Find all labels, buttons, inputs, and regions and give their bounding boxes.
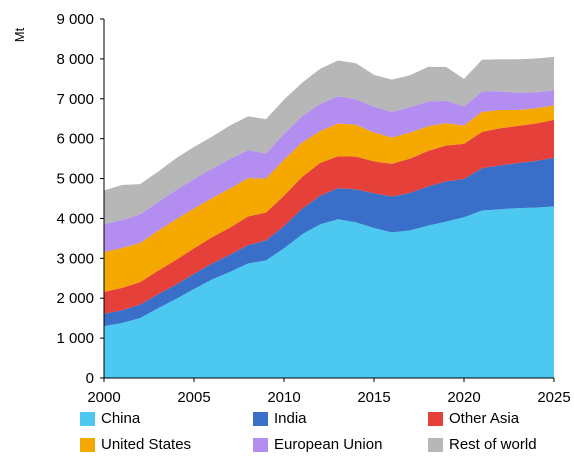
legend-item-european-union: European Union bbox=[253, 436, 382, 453]
legend-item-rest-of-world: Rest of world bbox=[428, 436, 537, 453]
legend-swatch bbox=[428, 437, 443, 452]
tick-labels: 0 1 000 2 000 3 000 4 000 5 000 6 000 7 000 8 00… bbox=[56, 11, 570, 406]
area-china bbox=[104, 206, 554, 378]
y-tick-label: 7 000 bbox=[56, 91, 94, 108]
area-other-asia bbox=[104, 119, 554, 314]
legend-item-united-states: United States bbox=[80, 436, 191, 453]
legend-item-other-asia: Other Asia bbox=[428, 410, 519, 427]
legend-swatch bbox=[253, 411, 268, 426]
legend-swatch bbox=[80, 411, 95, 426]
y-tick-label: 8 000 bbox=[56, 51, 94, 68]
x-tick-label: 2005 bbox=[177, 389, 210, 406]
x-tick-label: 2015 bbox=[357, 389, 390, 406]
y-tick-label: 6 000 bbox=[56, 131, 94, 148]
area-united-states bbox=[104, 105, 554, 292]
legend-swatch bbox=[253, 437, 268, 452]
y-tick-label: 1 000 bbox=[56, 330, 94, 347]
area-india bbox=[104, 157, 554, 327]
legend-swatch bbox=[80, 437, 95, 452]
legend-label: Other Asia bbox=[449, 410, 520, 427]
y-tick-label: 3 000 bbox=[56, 250, 94, 267]
x-tick-label: 2000 bbox=[87, 389, 120, 406]
legend-label: United States bbox=[101, 436, 192, 453]
axes bbox=[100, 18, 555, 382]
legend-label: India bbox=[274, 410, 307, 427]
x-tick-label: 2025 bbox=[537, 389, 570, 406]
y-tick-label: 9 000 bbox=[56, 11, 94, 28]
area-rest-of-world bbox=[104, 56, 554, 225]
x-tick-label: 2010 bbox=[267, 389, 300, 406]
legend-label: China bbox=[101, 410, 141, 427]
x-tick-label: 2020 bbox=[447, 389, 480, 406]
y-tick-label: 2 000 bbox=[56, 290, 94, 307]
legend-swatch bbox=[428, 411, 443, 426]
legend-item-india: India bbox=[253, 410, 307, 427]
area-european-union bbox=[104, 90, 554, 252]
y-tick-label: 0 bbox=[86, 370, 94, 387]
legend-label: European Union bbox=[274, 436, 383, 453]
legend-label: Rest of world bbox=[449, 436, 537, 453]
y-axis-unit-label: Mt bbox=[12, 27, 27, 42]
y-tick-label: 4 000 bbox=[56, 210, 94, 227]
y-tick-label: 5 000 bbox=[56, 171, 94, 188]
stacked-areas bbox=[104, 56, 554, 378]
legend-item-china: China bbox=[80, 410, 140, 427]
